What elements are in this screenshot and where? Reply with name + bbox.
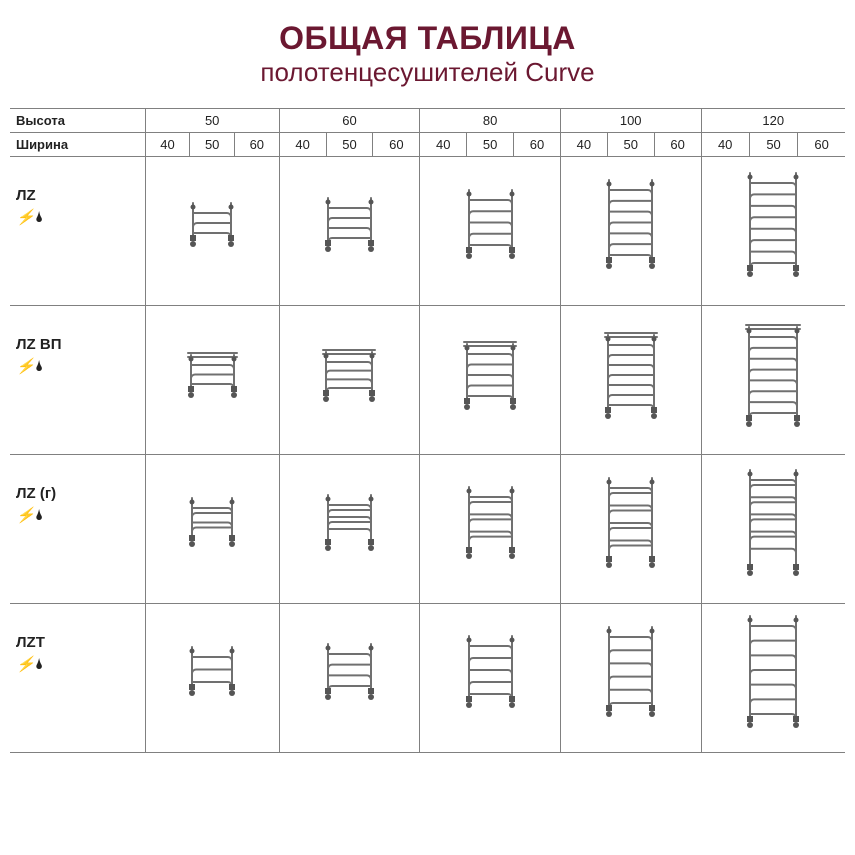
- w-40: 40: [701, 133, 749, 157]
- product-cell: [701, 306, 845, 455]
- product-cell: [560, 157, 701, 306]
- model-name: ЛZ: [16, 187, 139, 204]
- product-cell: [420, 455, 561, 604]
- model-name: ЛZ (г): [16, 485, 139, 502]
- row-label: ЛZ ⚡🌢: [10, 157, 145, 306]
- electric-icon: ⚡: [16, 358, 35, 375]
- water-icon: 🌢: [35, 358, 44, 375]
- height-label: Высота: [10, 109, 145, 133]
- w-50: 50: [749, 133, 797, 157]
- electric-icon: ⚡: [16, 209, 35, 226]
- header-row-height: Высота 50 60 80 100 120: [10, 109, 845, 133]
- w-50: 50: [190, 133, 235, 157]
- w-50: 50: [326, 133, 373, 157]
- w-60: 60: [373, 133, 420, 157]
- water-icon: 🌢: [35, 209, 44, 226]
- header-row-width: Ширина 40 50 60 40 50 60 40 50 60 40 50 …: [10, 133, 845, 157]
- product-cell: [420, 306, 561, 455]
- product-cell: [279, 604, 420, 753]
- w-60: 60: [235, 133, 280, 157]
- w-50: 50: [607, 133, 654, 157]
- model-name: ЛZТ: [16, 634, 139, 651]
- table-row: ЛZТ ⚡🌢: [10, 604, 845, 753]
- row-icons: ⚡🌢: [16, 208, 139, 226]
- height-50: 50: [145, 109, 279, 133]
- w-60: 60: [798, 133, 845, 157]
- title-line1: ОБЩАЯ ТАБЛИЦА: [10, 20, 845, 57]
- w-50: 50: [467, 133, 514, 157]
- w-40: 40: [420, 133, 467, 157]
- product-cell: [420, 604, 561, 753]
- height-120: 120: [701, 109, 845, 133]
- row-label: ЛZ (г) ⚡🌢: [10, 455, 145, 604]
- product-cell: [560, 306, 701, 455]
- electric-icon: ⚡: [16, 656, 35, 673]
- height-80: 80: [420, 109, 561, 133]
- w-60: 60: [654, 133, 701, 157]
- row-label: ЛZ ВП ⚡🌢: [10, 306, 145, 455]
- product-cell: [701, 455, 845, 604]
- page-title: ОБЩАЯ ТАБЛИЦА полотенцесушителей Curve: [10, 20, 845, 88]
- row-icons: ⚡🌢: [16, 357, 139, 375]
- product-cell: [279, 306, 420, 455]
- product-cell: [145, 604, 279, 753]
- table-row: ЛZ ВП ⚡🌢: [10, 306, 845, 455]
- table-row: ЛZ ⚡🌢: [10, 157, 845, 306]
- height-60: 60: [279, 109, 420, 133]
- title-line2: полотенцесушителей Curve: [10, 57, 845, 88]
- width-label: Ширина: [10, 133, 145, 157]
- model-name: ЛZ ВП: [16, 336, 139, 353]
- product-cell: [420, 157, 561, 306]
- product-cell: [701, 157, 845, 306]
- product-cell: [560, 604, 701, 753]
- row-icons: ⚡🌢: [16, 655, 139, 673]
- product-cell: [145, 157, 279, 306]
- product-cell: [560, 455, 701, 604]
- product-cell: [279, 157, 420, 306]
- table-row: ЛZ (г) ⚡🌢: [10, 455, 845, 604]
- w-40: 40: [560, 133, 607, 157]
- product-cell: [279, 455, 420, 604]
- water-icon: 🌢: [35, 507, 44, 524]
- product-cell: [701, 604, 845, 753]
- w-40: 40: [279, 133, 326, 157]
- row-label: ЛZТ ⚡🌢: [10, 604, 145, 753]
- height-100: 100: [560, 109, 701, 133]
- w-40: 40: [145, 133, 190, 157]
- row-icons: ⚡🌢: [16, 506, 139, 524]
- electric-icon: ⚡: [16, 507, 35, 524]
- product-cell: [145, 455, 279, 604]
- product-cell: [145, 306, 279, 455]
- water-icon: 🌢: [35, 656, 44, 673]
- w-60: 60: [514, 133, 561, 157]
- spec-table: Высота 50 60 80 100 120 Ширина 40 50 60 …: [10, 108, 845, 753]
